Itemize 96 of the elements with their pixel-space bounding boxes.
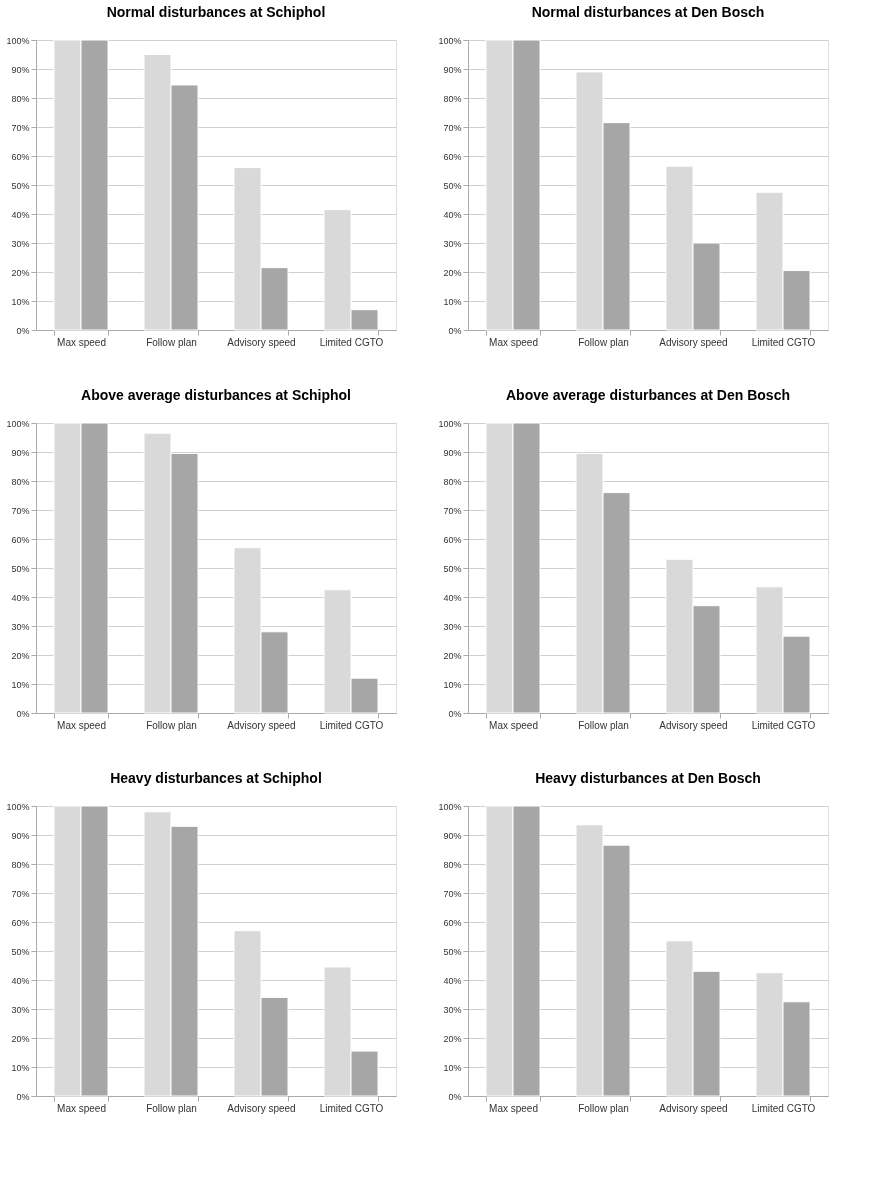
y-tick-label: 10% xyxy=(11,679,30,690)
y-tick-label: 60% xyxy=(11,151,30,162)
y-tick-label: 60% xyxy=(443,151,462,162)
y-tick-label: 0% xyxy=(448,1091,462,1102)
y-tick-label: 10% xyxy=(443,1062,462,1073)
y-tick-label: 60% xyxy=(443,534,462,545)
y-tick-label: 20% xyxy=(11,267,30,278)
x-tick-label: Follow plan xyxy=(146,336,197,348)
y-tick-label: 40% xyxy=(11,592,30,603)
y-tick-label: 20% xyxy=(443,267,462,278)
x-tick-label: Follow plan xyxy=(578,1102,629,1114)
y-tick-label: 100% xyxy=(438,35,462,46)
y-tick-label: 50% xyxy=(443,946,462,957)
x-tick-label: Max speed xyxy=(57,719,106,731)
x-tick-label: Follow plan xyxy=(146,1102,197,1114)
y-tick-label: 30% xyxy=(443,1004,462,1015)
y-tick-label: 10% xyxy=(443,296,462,307)
y-tick-label: 40% xyxy=(443,975,462,986)
y-tick-label: 100% xyxy=(6,801,30,812)
y-tick-label: 60% xyxy=(11,534,30,545)
y-tick-label: 70% xyxy=(11,122,30,133)
x-tick-label: Follow plan xyxy=(578,336,629,348)
y-tick-label: 70% xyxy=(443,122,462,133)
x-tick-label: Max speed xyxy=(489,719,538,731)
y-tick-label: 0% xyxy=(16,708,30,719)
x-tick-label: Max speed xyxy=(489,1102,538,1114)
x-tick-label: Advisory speed xyxy=(227,1102,296,1114)
x-tick-label: Advisory speed xyxy=(659,336,728,348)
y-tick-label: 30% xyxy=(11,621,30,632)
y-tick-label: 0% xyxy=(16,325,30,336)
chart-title: Heavy disturbances at Schiphol xyxy=(110,770,322,786)
y-tick-label: 30% xyxy=(11,1004,30,1015)
y-tick-label: 50% xyxy=(11,563,30,574)
y-tick-label: 70% xyxy=(11,888,30,899)
chart-title: Normal disturbances at Den Bosch xyxy=(531,4,765,20)
y-tick-label: 90% xyxy=(443,64,462,75)
y-tick-label: 30% xyxy=(443,621,462,632)
y-tick-label: 70% xyxy=(11,505,30,516)
y-tick-label: 0% xyxy=(448,708,462,719)
y-tick-label: 80% xyxy=(11,93,30,104)
y-tick-label: 50% xyxy=(11,946,30,957)
y-tick-label: 40% xyxy=(11,209,30,220)
y-tick-label: 0% xyxy=(16,1091,30,1102)
y-tick-label: 10% xyxy=(443,679,462,690)
y-tick-label: 70% xyxy=(443,505,462,516)
y-tick-label: 70% xyxy=(443,888,462,899)
x-tick-label: Advisory speed xyxy=(227,719,296,731)
x-tick-label: Limited CGTO xyxy=(751,1102,816,1114)
y-tick-label: 30% xyxy=(11,238,30,249)
y-tick-label: 90% xyxy=(11,447,30,458)
y-tick-label: 100% xyxy=(438,801,462,812)
y-tick-label: 10% xyxy=(11,296,30,307)
y-tick-label: 80% xyxy=(443,859,462,870)
y-tick-label: 0% xyxy=(448,325,462,336)
x-tick-label: Max speed xyxy=(57,336,106,348)
x-tick-label: Advisory speed xyxy=(659,1102,728,1114)
chart-title: Above average disturbances at Den Bosch xyxy=(506,387,790,403)
y-tick-label: 40% xyxy=(11,975,30,986)
y-tick-label: 100% xyxy=(438,418,462,429)
y-tick-label: 80% xyxy=(11,476,30,487)
y-tick-label: 20% xyxy=(443,650,462,661)
y-tick-label: 30% xyxy=(443,238,462,249)
y-tick-label: 80% xyxy=(11,859,30,870)
y-tick-label: 80% xyxy=(443,93,462,104)
y-tick-label: 40% xyxy=(443,592,462,603)
y-tick-label: 100% xyxy=(6,35,30,46)
x-tick-label: Max speed xyxy=(57,1102,106,1114)
y-tick-label: 50% xyxy=(11,180,30,191)
y-tick-label: 20% xyxy=(11,1033,30,1044)
y-tick-label: 100% xyxy=(6,418,30,429)
x-tick-label: Advisory speed xyxy=(227,336,296,348)
y-tick-label: 10% xyxy=(11,1062,30,1073)
y-tick-label: 90% xyxy=(443,447,462,458)
x-tick-label: Max speed xyxy=(489,336,538,348)
x-tick-label: Advisory speed xyxy=(659,719,728,731)
x-tick-label: Limited CGTO xyxy=(319,336,384,348)
y-tick-label: 80% xyxy=(443,476,462,487)
x-tick-label: Limited CGTO xyxy=(751,719,816,731)
chart-title: Heavy disturbances at Den Bosch xyxy=(535,770,761,786)
y-tick-label: 20% xyxy=(443,1033,462,1044)
x-tick-label: Follow plan xyxy=(146,719,197,731)
y-tick-label: 50% xyxy=(443,563,462,574)
y-tick-label: 60% xyxy=(11,917,30,928)
x-tick-label: Limited CGTO xyxy=(319,1102,384,1114)
x-tick-label: Limited CGTO xyxy=(319,719,384,731)
y-tick-label: 60% xyxy=(443,917,462,928)
chart-title: Above average disturbances at Schiphol xyxy=(81,387,351,403)
y-tick-label: 90% xyxy=(443,830,462,841)
x-tick-label: Follow plan xyxy=(578,719,629,731)
y-tick-label: 50% xyxy=(443,180,462,191)
x-tick-label: Limited CGTO xyxy=(751,336,816,348)
y-tick-label: 20% xyxy=(11,650,30,661)
y-tick-label: 90% xyxy=(11,830,30,841)
y-tick-label: 40% xyxy=(443,209,462,220)
chart-title: Normal disturbances at Schiphol xyxy=(106,4,326,20)
y-tick-label: 90% xyxy=(11,64,30,75)
